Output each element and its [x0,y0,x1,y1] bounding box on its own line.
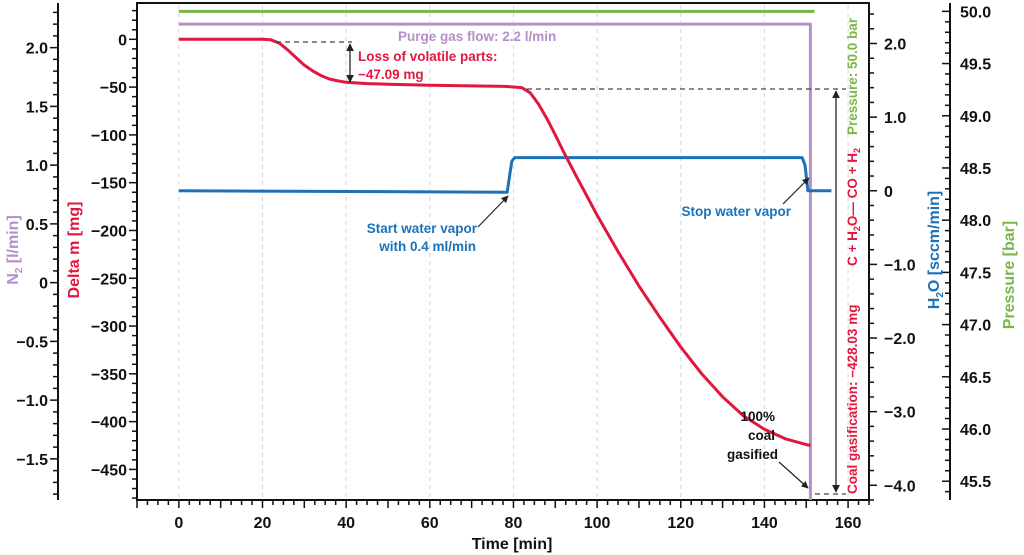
x-tick-label: 80 [505,515,523,532]
volatile-annotation-line2: −47.09 mg [358,67,424,82]
series-layer [178,9,832,500]
pressure-tick-label: 49.5 [960,57,991,74]
volatile-annotation-line1: Loss of volatile parts: [358,49,498,64]
reaction-part-b: O— CO + H [845,153,860,226]
start-vapor-annotation-line1: Start water vapor [367,221,478,236]
n2-tick-label: 0 [39,276,48,293]
delta-m-tick-label: −400 [91,415,127,432]
reaction-equation-annotation: C + H2O— CO + H2 [845,148,862,266]
reaction-sub-2: 2 [852,148,862,153]
n2-tick-label: 1.5 [26,99,48,116]
delta-m-tick-label: −450 [91,462,127,479]
delta-m-tick-labels: 0 −50 −100 −150 −200 −250 −300 −350 −400… [91,32,127,479]
n2-title-sub: 2 [14,267,25,273]
h2o-tick-label: 1.0 [884,110,906,127]
pressure-tick-labels: 50.0 49.5 49.0 48.5 48.0 47.5 47.0 46.5 … [960,4,991,491]
delta-m-tick-label: −350 [91,367,127,384]
pressure-tick-label: 48.5 [960,161,991,178]
pressure-axis-title: Pressure [bar] [1001,221,1018,330]
h2o-tick-label: 2.0 [884,36,906,53]
delta-m-line [178,37,811,447]
n2-tick-label: 0.5 [26,217,48,234]
pressure-tick-label: 48.0 [960,213,991,230]
h2o-tick-label: −3.0 [884,405,916,422]
delta-m-axis-title: Delta m [mg] [66,202,83,299]
x-tick-label: 40 [337,515,355,532]
h2o-line [178,156,832,194]
h2o-axis-title: H2O [sccm/min] [926,191,946,309]
purge-gas-annotation: Purge gas flow: 2.2 l/min [398,29,556,44]
x-tick-label: 20 [254,515,272,532]
delta-m-tick-label: −250 [91,271,127,288]
delta-m-tick-label: 0 [118,32,127,49]
h2o-tick-label: 0 [884,184,893,201]
stop-vapor-arrow [782,177,810,205]
reaction-part-a: C + H [845,231,860,266]
x-tick-label: 140 [751,515,778,532]
n2-title-rest: [l/min] [5,215,22,267]
h2o-tick-label: −2.0 [884,331,916,348]
pressure-tick-label: 46.5 [960,370,991,387]
n2-tick-labels: 2.0 1.5 1.0 0.5 0 −0.5 −1.0 −1.5 [16,41,48,469]
n2-title-main: N [5,273,22,285]
start-vapor-annotation-line2: with 0.4 ml/min [378,239,476,254]
n2-flow-line [178,22,812,500]
n2-tick-label: −1.0 [16,393,48,410]
start-vapor-arrow [477,195,509,228]
x-tick-label: 120 [667,515,694,532]
pressure-tick-label: 49.0 [960,109,991,126]
h2o-title-main: H [926,298,943,310]
reaction-sub-1: 2 [852,226,862,231]
n2-tick-label: −1.5 [16,452,48,469]
stop-vapor-annotation: Stop water vapor [681,204,791,219]
delta-m-tick-label: −200 [91,223,127,240]
x-tick-labels: 0 20 40 60 80 100 120 140 160 [174,515,861,532]
delta-m-tick-label: −100 [91,128,127,145]
h2o-tick-label: −4.0 [884,478,916,495]
x-tick-label: 160 [835,515,862,532]
h2o-tick-label: −1.0 [884,257,916,274]
gasified-annotation-line1: 100% [740,409,775,424]
n2-tick-label: 2.0 [26,41,48,58]
n2-axis-title: N2 [l/min] [5,215,25,285]
pressure-annotation: Pressure: 50.0 bar [845,17,860,135]
pressure-tick-label: 46.0 [960,422,991,439]
x-tick-label: 60 [421,515,439,532]
delta-m-tick-label: −300 [91,319,127,336]
gasified-annotation-line3: gasified [727,447,778,462]
h2o-tick-labels: 2.0 1.0 0 −1.0 −2.0 −3.0 −4.0 [884,36,916,495]
axis-ticks [50,9,950,508]
h2o-title-rest: O [sccm/min] [926,191,943,292]
x-tick-label: 100 [584,515,611,532]
h2o-title-sub: 2 [935,292,946,298]
delta-m-tick-label: −50 [100,80,127,97]
gasified-annotation-line2: coal [748,428,775,443]
delta-m-tick-label: −150 [91,176,127,193]
pressure-tick-label: 50.0 [960,4,991,21]
pressure-tick-label: 47.0 [960,318,991,335]
coal-gasification-annotation: Coal gasification: −428.03 mg [845,305,860,494]
grid-lines [178,5,849,498]
gasified-arrow [778,461,809,489]
n2-tick-label: −0.5 [16,334,48,351]
n2-tick-label: 1.0 [26,158,48,175]
pressure-tick-label: 47.5 [960,265,991,282]
x-tick-label: 0 [174,515,183,532]
pressure-tick-label: 45.5 [960,474,991,491]
annotation-guides [276,41,846,495]
x-axis-title: Time [min] [472,536,553,553]
